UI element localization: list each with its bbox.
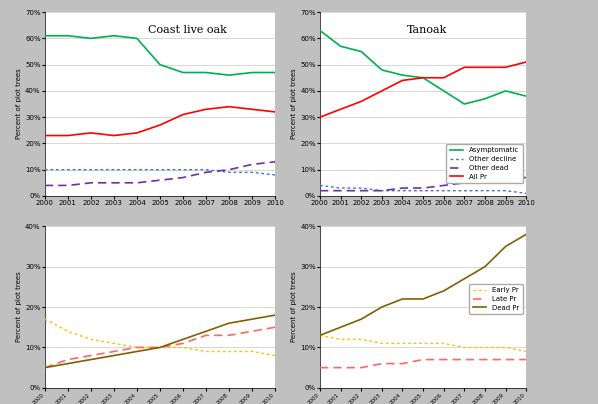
Y-axis label: Percent of plot trees: Percent of plot trees — [291, 271, 297, 343]
Y-axis label: Percent of plot trees: Percent of plot trees — [291, 69, 297, 139]
Legend: Early Pr, Late Pr, Dead Pr: Early Pr, Late Pr, Dead Pr — [469, 284, 523, 314]
Y-axis label: Percent of plot trees: Percent of plot trees — [16, 271, 22, 343]
Y-axis label: Percent of plot trees: Percent of plot trees — [16, 69, 22, 139]
Text: Tanoak: Tanoak — [407, 25, 447, 35]
Text: Coast live oak: Coast live oak — [148, 25, 227, 35]
Legend: Asymptomatic, Other decline, Other dead, All Pr: Asymptomatic, Other decline, Other dead,… — [446, 144, 523, 183]
